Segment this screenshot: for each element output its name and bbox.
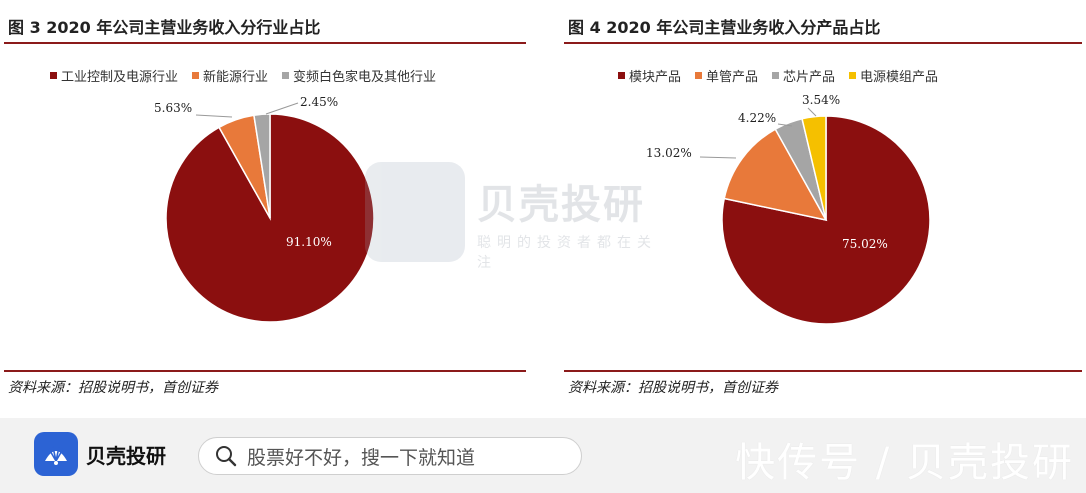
legend-swatch xyxy=(849,72,857,79)
legend-item: 单管产品 xyxy=(695,66,758,85)
figure-industry-share: 图 3 2020 年公司主营业务收入分行业占比 工业控制及电源行业 新能源行业 变频… xyxy=(0,0,530,412)
leader-line xyxy=(265,102,299,115)
legend-label: 新能源行业 xyxy=(203,70,269,85)
legend-swatch xyxy=(618,72,625,79)
chart-title: 图 3 2020 年公司主营业务收入分行业占比 xyxy=(8,18,321,37)
title-rule xyxy=(4,42,526,44)
legend-item: 新能源行业 xyxy=(192,66,268,85)
title-rule xyxy=(564,42,1082,44)
leader-line xyxy=(699,156,737,159)
pie-chart: 91.10% 5.63% 2.45% xyxy=(154,95,375,323)
legend-swatch xyxy=(192,72,200,79)
slice-label: 91.10% xyxy=(286,235,332,249)
source-note: 资料来源：招股说明书，首创证券 xyxy=(8,380,218,396)
legend-item: 模块产品 xyxy=(618,66,681,85)
watermark: 贝壳投研 聪明的投资者都在关注 xyxy=(365,162,675,271)
legend: 工业控制及电源行业 新能源行业 变频白色家电及其他行业 xyxy=(50,66,436,85)
slice-label: 13.02% xyxy=(646,146,692,160)
pie-slice xyxy=(723,128,828,222)
search-box[interactable]: 股票好不好，搜一下就知道 xyxy=(198,437,582,475)
bottom-bar: 贝壳投研 股票好不好，搜一下就知道 快传号 / 贝壳投研 xyxy=(0,418,1086,493)
legend-swatch xyxy=(772,72,780,79)
slice-label: 2.45% xyxy=(300,95,338,109)
legend-label: 模块产品 xyxy=(629,70,682,85)
brand[interactable]: 贝壳投研 xyxy=(34,432,166,476)
legend-swatch xyxy=(282,72,290,79)
figure-product-share: 图 4 2020 年公司主营业务收入分产品占比 模块产品 单管产品 芯片产品 电源模组… xyxy=(560,0,1086,412)
leader-line xyxy=(777,123,793,127)
legend-label: 工业控制及电源行业 xyxy=(61,70,179,85)
shell-logo-icon xyxy=(365,162,465,262)
legend: 模块产品 单管产品 芯片产品 电源模组产品 xyxy=(618,66,938,85)
watermark-slogan: 聪明的投资者都在关注 xyxy=(477,235,657,271)
legend-label: 芯片产品 xyxy=(783,70,836,85)
slice-label: 4.22% xyxy=(738,111,776,125)
legend-item: 芯片产品 xyxy=(772,66,835,85)
source-note: 资料来源：招股说明书，首创证券 xyxy=(568,380,778,396)
legend-item: 工业控制及电源行业 xyxy=(50,66,178,85)
slice-label: 75.02% xyxy=(842,237,888,251)
source-rule xyxy=(564,370,1082,372)
pie-slice xyxy=(801,115,827,221)
source-rule xyxy=(4,370,526,372)
slice-label: 5.63% xyxy=(154,101,192,115)
legend-label: 变频白色家电及其他行业 xyxy=(293,70,437,85)
platform-watermark: 快传号 / 贝壳投研 xyxy=(735,440,1074,486)
brand-name: 贝壳投研 xyxy=(86,443,166,468)
search-icon xyxy=(216,446,237,467)
search-placeholder: 股票好不好，搜一下就知道 xyxy=(247,446,476,469)
legend-label: 单管产品 xyxy=(706,70,759,85)
slice-label: 3.54% xyxy=(802,93,840,107)
leader-line xyxy=(807,107,817,117)
legend-item: 电源模组产品 xyxy=(849,66,938,85)
legend-swatch xyxy=(50,72,57,79)
legend-label: 电源模组产品 xyxy=(860,70,939,85)
chart-title: 图 4 2020 年公司主营业务收入分产品占比 xyxy=(568,18,881,37)
watermark-name: 贝壳投研 xyxy=(477,182,645,228)
shell-logo-icon xyxy=(34,432,78,476)
legend-swatch xyxy=(695,72,703,79)
legend-item: 变频白色家电及其他行业 xyxy=(282,66,436,85)
leader-line xyxy=(195,114,233,118)
pie-chart: 75.02% 13.02% 4.22% 3.54% xyxy=(646,93,931,325)
pie-slice xyxy=(253,113,271,219)
